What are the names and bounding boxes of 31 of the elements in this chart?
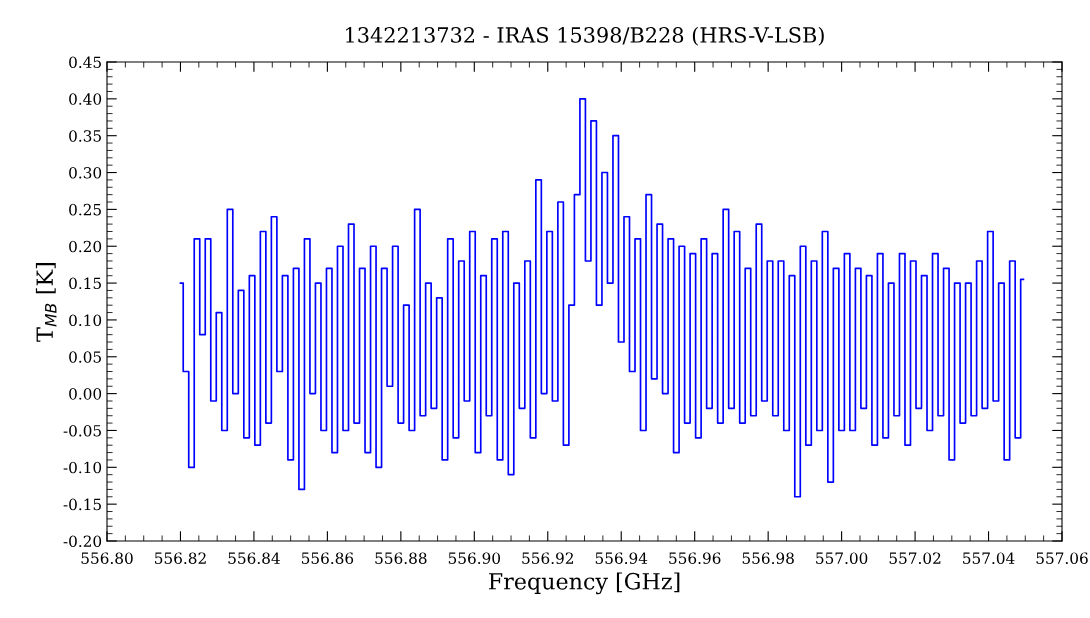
x-tick-label: 557.00 [816,552,868,564]
y-tick-label: -0.20 [63,535,102,548]
x-tick-label: 556.96 [669,552,721,564]
y-tick-label: -0.10 [63,461,102,474]
x-tick-label: 557.06 [1036,552,1088,564]
y-tick-label: 0.40 [69,93,102,105]
y-tick-label: 0.35 [69,130,101,142]
x-tick-label: 556.84 [228,552,280,564]
x-tick-label: 556.92 [522,552,573,564]
y-axis-title: T$_{MB}$ [K] [35,263,57,342]
x-tick-label: 556.86 [301,552,354,564]
y-tick-label: 0.05 [69,351,101,363]
x-tick-label: 556.98 [742,552,794,564]
y-tick-label: 0.15 [69,277,101,290]
y-tick-label: -0.05 [63,424,101,437]
y-tick-label: 0.45 [69,56,101,69]
x-tick-label: 556.82 [155,552,206,564]
x-tick-label: 557.04 [963,552,1015,564]
y-tick-label: 0.30 [69,167,102,179]
y-tick-label: 0.10 [69,314,102,326]
x-tick-label: 556.80 [81,552,133,564]
y-tick-label: 0.00 [69,388,102,400]
x-tick-label: 557.02 [889,552,941,564]
y-tick-label: -0.15 [63,498,101,511]
x-tick-label: 556.88 [375,552,427,564]
x-tick-label: 556.94 [595,552,648,564]
x-tick-label: 556.90 [448,552,501,564]
y-tick-label: 0.20 [69,240,102,253]
x-axis-title: Frequency [GHz] [489,572,680,595]
chart-title: 1342213732 - IRAS 15398/B228 (HRS-V-LSB) [346,26,824,46]
y-tick-label: 0.25 [69,203,101,216]
